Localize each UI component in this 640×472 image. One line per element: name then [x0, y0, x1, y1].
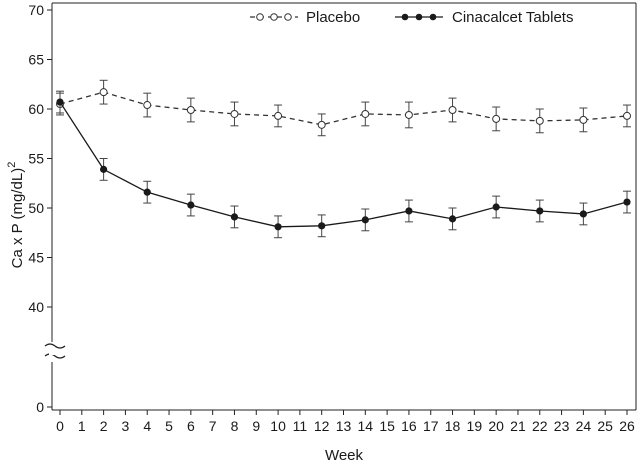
x-axis: 0 1 2 3 4 5 6 7 8 9 10 11 12 13 14 15 16 17 18 19 20 21 22 23 24… — [56, 410, 635, 434]
x-tick-label: 8 — [231, 418, 239, 434]
y-tick-label: 0 — [36, 399, 44, 415]
legend-marker — [256, 13, 264, 21]
data-point — [143, 188, 151, 196]
x-tick-label: 4 — [143, 418, 151, 434]
y-axis-title: Ca x P (mg/dL)2 — [6, 162, 26, 269]
x-tick-label: 0 — [56, 418, 64, 434]
x-tick-label: 16 — [401, 418, 417, 434]
data-point — [318, 222, 326, 230]
y-tick-label: 65 — [28, 52, 44, 68]
data-point — [361, 109, 370, 118]
data-point — [579, 115, 588, 124]
data-point — [274, 111, 283, 120]
y-tick-label: 55 — [28, 151, 44, 167]
data-point — [448, 215, 457, 223]
y-tick-label: 40 — [28, 299, 44, 315]
legend-marker — [270, 13, 278, 21]
x-tick-label: 6 — [187, 418, 195, 434]
y-tick-label: 50 — [28, 200, 44, 216]
legend-label: Cinacalcet Tablets — [452, 9, 573, 26]
data-point — [274, 223, 282, 231]
data-point — [623, 111, 631, 120]
x-tick-label: 14 — [358, 418, 374, 434]
x-tick-label: 9 — [252, 418, 260, 434]
x-tick-label: 18 — [445, 418, 461, 434]
legend: Placebo Cinacalcet Tablets — [250, 9, 573, 26]
data-point — [56, 98, 64, 106]
x-tick-label: 3 — [122, 418, 130, 434]
y-tick-label: 45 — [28, 250, 44, 266]
data-point — [535, 116, 544, 125]
x-tick-label: 19 — [467, 418, 483, 434]
data-point — [492, 114, 501, 123]
x-tick-label: 21 — [510, 418, 526, 434]
data-point — [579, 210, 587, 218]
y-tick-label: 70 — [28, 2, 44, 18]
data-point — [99, 88, 108, 97]
x-tick-label: 2 — [100, 418, 108, 434]
series-cinacalcet-tablets — [56, 90, 631, 239]
legend-marker — [284, 13, 292, 21]
data-point — [230, 109, 239, 118]
legend-marker — [429, 13, 437, 21]
data-point — [187, 201, 195, 209]
series-line — [59, 101, 628, 228]
x-tick-label: 26 — [619, 418, 635, 434]
x-tick-label: 11 — [293, 418, 308, 434]
x-tick-label: 15 — [379, 418, 395, 434]
axis-break-mark-upper — [44, 343, 66, 349]
data-point — [405, 207, 413, 215]
data-point — [492, 203, 500, 211]
x-tick-label: 7 — [209, 418, 217, 434]
y-axis: 0 40 45 50 55 60 65 70 — [28, 2, 52, 415]
legend-item-cinacalcet-tablets: Cinacalcet Tablets — [395, 9, 573, 26]
data-point — [230, 213, 239, 221]
plot-frame — [51, 2, 637, 411]
data-point — [448, 105, 457, 114]
x-tick-label: 24 — [576, 418, 592, 434]
series-layer — [56, 79, 631, 239]
y-axis-title-text: Ca x P (mg/dL) — [9, 168, 26, 269]
x-tick-label: 20 — [488, 418, 504, 434]
data-point — [623, 198, 631, 206]
data-point — [186, 105, 195, 114]
legend-label: Placebo — [306, 9, 360, 26]
legend-marker — [415, 13, 423, 21]
x-tick-label: 25 — [597, 418, 613, 434]
x-tick-label: 1 — [78, 418, 86, 434]
series-line — [59, 91, 628, 126]
axis-break-mark-lower — [44, 353, 66, 359]
legend-marker — [401, 13, 409, 21]
data-point — [143, 101, 152, 110]
x-tick-label: 23 — [554, 418, 570, 434]
x-tick-label: 22 — [532, 418, 548, 434]
data-point — [361, 216, 369, 224]
y-axis-title-superscript: 2 — [6, 162, 18, 168]
data-point — [536, 207, 544, 215]
x-tick-label: 17 — [423, 418, 439, 434]
x-tick-label: 13 — [336, 418, 352, 434]
data-point — [100, 165, 108, 173]
y-axis-break — [44, 343, 66, 359]
legend-item-placebo: Placebo — [250, 9, 360, 26]
x-tick-label: 10 — [270, 418, 286, 434]
series-placebo — [56, 79, 631, 137]
x-tick-label: 12 — [314, 418, 330, 434]
x-tick-label: 5 — [165, 418, 173, 434]
y-tick-label: 60 — [28, 101, 44, 117]
data-point — [317, 120, 326, 129]
axis-break-gap — [49, 347, 55, 355]
x-axis-title: Week — [325, 447, 364, 464]
data-point — [404, 110, 413, 119]
